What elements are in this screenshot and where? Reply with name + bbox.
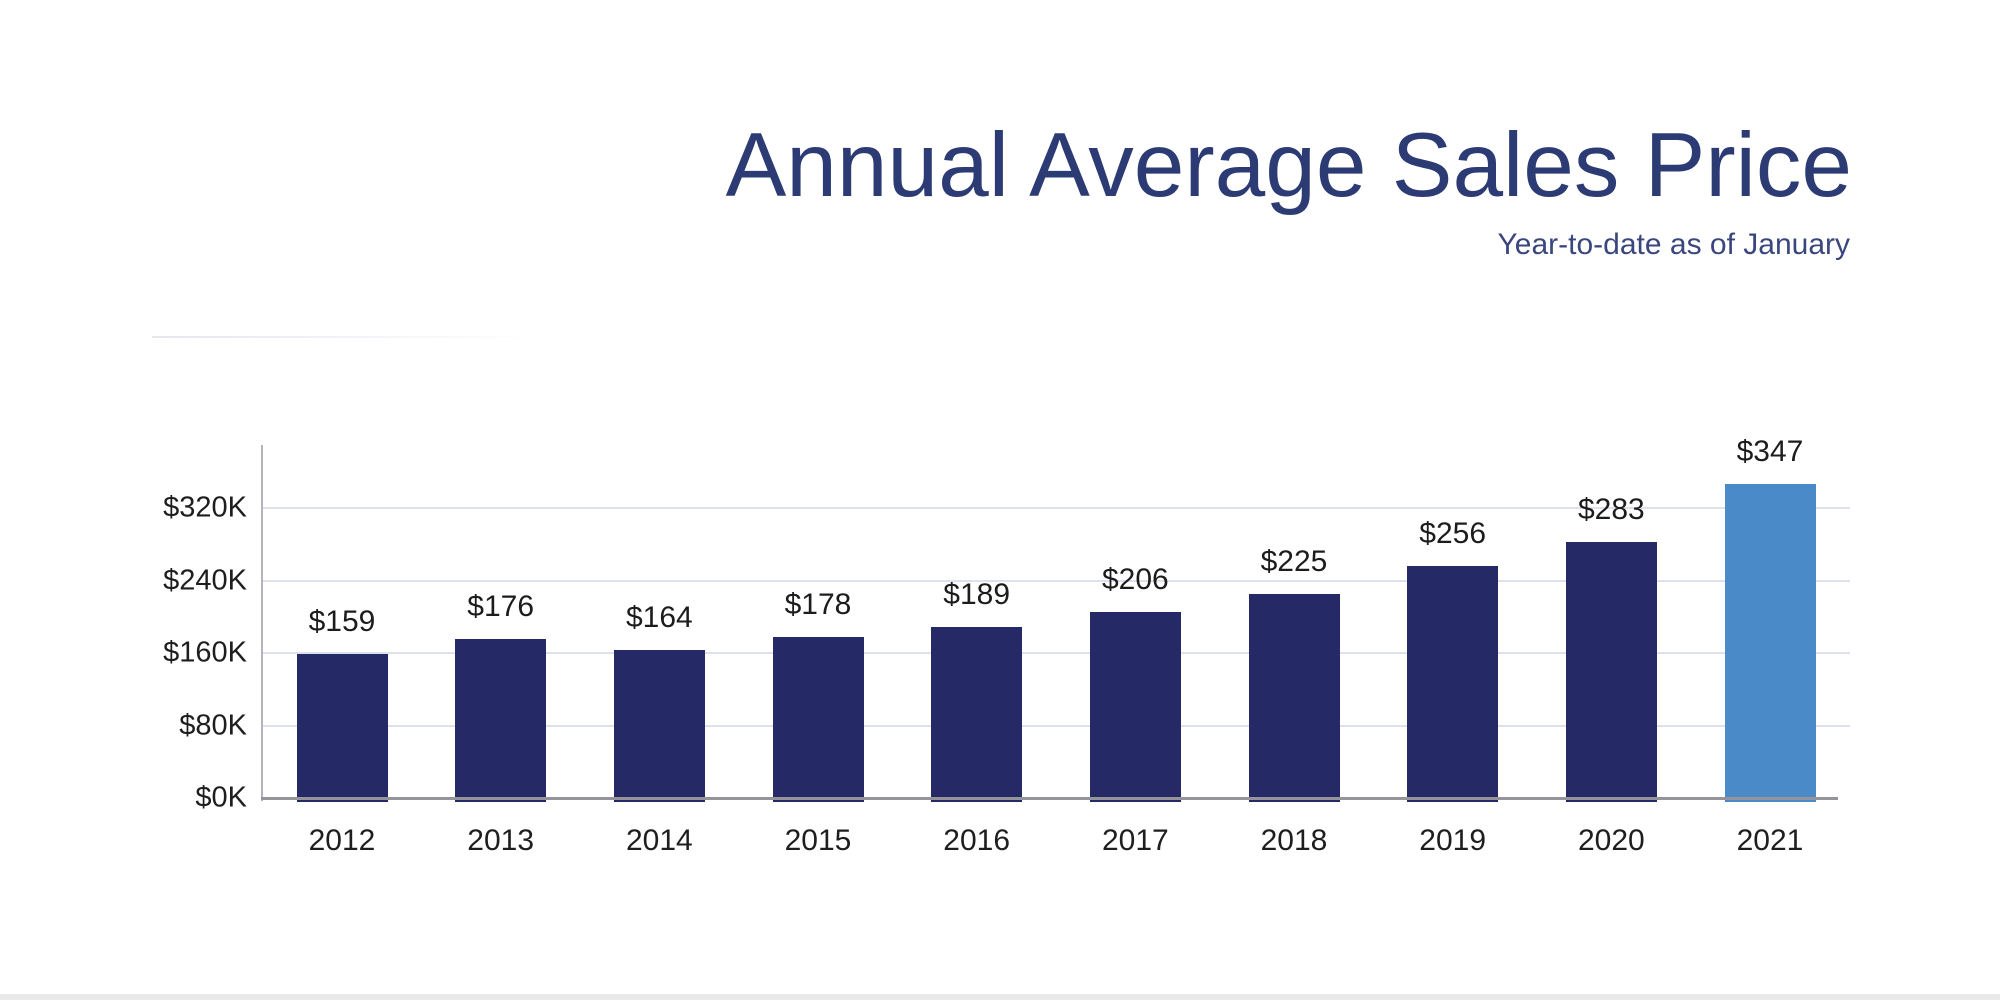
bottom-strip bbox=[0, 994, 2000, 1000]
bar-value-label-2020: $283 bbox=[1577, 492, 1645, 526]
bar-value-label-2019: $256 bbox=[1419, 517, 1487, 551]
x-axis-tick-label-2020: 2020 bbox=[1577, 824, 1645, 857]
y-axis-line bbox=[261, 445, 263, 801]
chart-title: Annual Average Sales Price bbox=[725, 115, 1852, 216]
bar-value-label-2012: $159 bbox=[308, 605, 376, 639]
gridline-$80K bbox=[263, 724, 1850, 727]
bar-value-label-2014: $164 bbox=[625, 600, 693, 634]
chart-panel-edge bbox=[152, 336, 534, 338]
gridline-$240K bbox=[263, 579, 1850, 582]
bar-value-label-2017: $206 bbox=[1101, 562, 1169, 596]
bar-value-label-2016: $189 bbox=[943, 577, 1011, 611]
x-axis-tick-label-2016: 2016 bbox=[943, 824, 1011, 857]
bar-2014 bbox=[613, 649, 705, 802]
chart-subtitle: Year-to-date as of January bbox=[1497, 227, 1850, 261]
chart-header: Annual Average Sales Price Year-to-date … bbox=[726, 118, 1852, 262]
bar-value-label-2021: $347 bbox=[1736, 434, 1804, 468]
gridline-$320K bbox=[263, 507, 1850, 510]
x-axis-tick-label-2015: 2015 bbox=[784, 824, 852, 857]
y-axis-tick-label: $240K bbox=[163, 564, 247, 597]
bar-2012 bbox=[296, 654, 388, 802]
y-axis-tick-label: $160K bbox=[163, 636, 247, 669]
x-axis-tick-label-2014: 2014 bbox=[625, 824, 693, 857]
x-axis-line bbox=[261, 797, 1838, 800]
y-axis-tick-label: $80K bbox=[179, 709, 247, 742]
x-axis-tick-label-2012: 2012 bbox=[308, 824, 376, 857]
bar-2019 bbox=[1407, 566, 1499, 802]
y-axis-tick-label: $320K bbox=[163, 491, 247, 524]
x-axis-tick-label-2019: 2019 bbox=[1419, 824, 1487, 857]
bar-2021 bbox=[1724, 483, 1816, 802]
bar-2020 bbox=[1565, 541, 1657, 802]
y-axis-tick-label: $0K bbox=[195, 781, 247, 814]
bar-value-label-2013: $176 bbox=[467, 589, 535, 623]
bar-2015 bbox=[772, 636, 864, 802]
bar-2016 bbox=[931, 626, 1023, 802]
x-axis-tick-label-2017: 2017 bbox=[1101, 824, 1169, 857]
bar-2018 bbox=[1248, 594, 1340, 802]
bar-2013 bbox=[455, 638, 547, 802]
gridline-$160K bbox=[263, 652, 1850, 655]
bar-value-label-2015: $178 bbox=[784, 587, 852, 621]
bar-value-label-2018: $225 bbox=[1260, 545, 1328, 579]
x-axis-tick-label-2018: 2018 bbox=[1260, 824, 1328, 857]
x-axis-tick-label-2021: 2021 bbox=[1736, 824, 1804, 857]
x-axis-tick-label-2013: 2013 bbox=[467, 824, 535, 857]
bar-2017 bbox=[1089, 611, 1181, 802]
